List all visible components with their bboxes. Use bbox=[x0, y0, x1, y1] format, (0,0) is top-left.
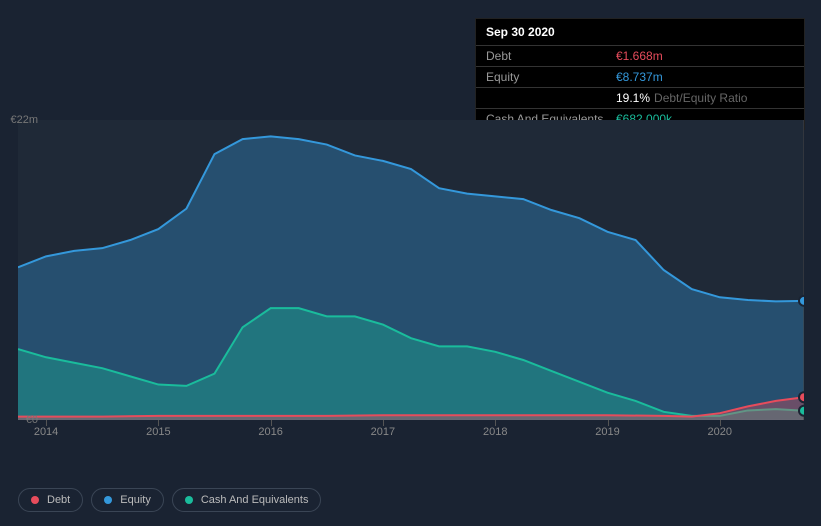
legend: Debt Equity Cash And Equivalents bbox=[18, 488, 321, 512]
tooltip-row: Debt€1.668m bbox=[476, 46, 804, 67]
x-tick-label: 2019 bbox=[595, 426, 619, 438]
legend-item[interactable]: Cash And Equivalents bbox=[172, 488, 322, 512]
marker-Cash And Equivalents bbox=[799, 406, 804, 416]
chart-tooltip: Sep 30 2020 Debt€1.668mEquity€8.737m19.1… bbox=[475, 18, 805, 130]
legend-dot-icon bbox=[31, 496, 39, 504]
x-axis: 2014 2015 2016 2017 2018 2019 2020 bbox=[18, 424, 804, 448]
tooltip-value: €1.668m bbox=[616, 49, 663, 63]
tooltip-row: 19.1% Debt/Equity Ratio bbox=[476, 88, 804, 109]
legend-label: Debt bbox=[47, 494, 70, 506]
tooltip-value: 19.1% bbox=[616, 91, 650, 105]
y-tick-label: €22m bbox=[10, 114, 38, 126]
tooltip-label: Debt bbox=[486, 49, 616, 63]
x-tick-label: 2018 bbox=[483, 426, 507, 438]
tooltip-label bbox=[486, 91, 616, 105]
legend-item[interactable]: Debt bbox=[18, 488, 83, 512]
tooltip-extra: Debt/Equity Ratio bbox=[654, 91, 747, 105]
tooltip-label: Equity bbox=[486, 70, 616, 84]
legend-item[interactable]: Equity bbox=[91, 488, 164, 512]
x-tick-label: 2017 bbox=[371, 426, 395, 438]
x-tick-label: 2020 bbox=[708, 426, 732, 438]
legend-dot-icon bbox=[185, 496, 193, 504]
legend-dot-icon bbox=[104, 496, 112, 504]
tooltip-value: €8.737m bbox=[616, 70, 663, 84]
x-tick-label: 2014 bbox=[34, 426, 58, 438]
x-tick-label: 2015 bbox=[146, 426, 170, 438]
legend-label: Equity bbox=[120, 494, 151, 506]
tooltip-date: Sep 30 2020 bbox=[476, 19, 804, 46]
legend-label: Cash And Equivalents bbox=[201, 494, 309, 506]
marker-Equity bbox=[799, 296, 804, 306]
x-tick-label: 2016 bbox=[258, 426, 282, 438]
marker-Debt bbox=[799, 392, 804, 402]
chart-container: €22m€0 2014201520162017201820192020 bbox=[18, 120, 804, 448]
tooltip-row: Equity€8.737m bbox=[476, 67, 804, 88]
area-chart[interactable] bbox=[18, 120, 804, 420]
